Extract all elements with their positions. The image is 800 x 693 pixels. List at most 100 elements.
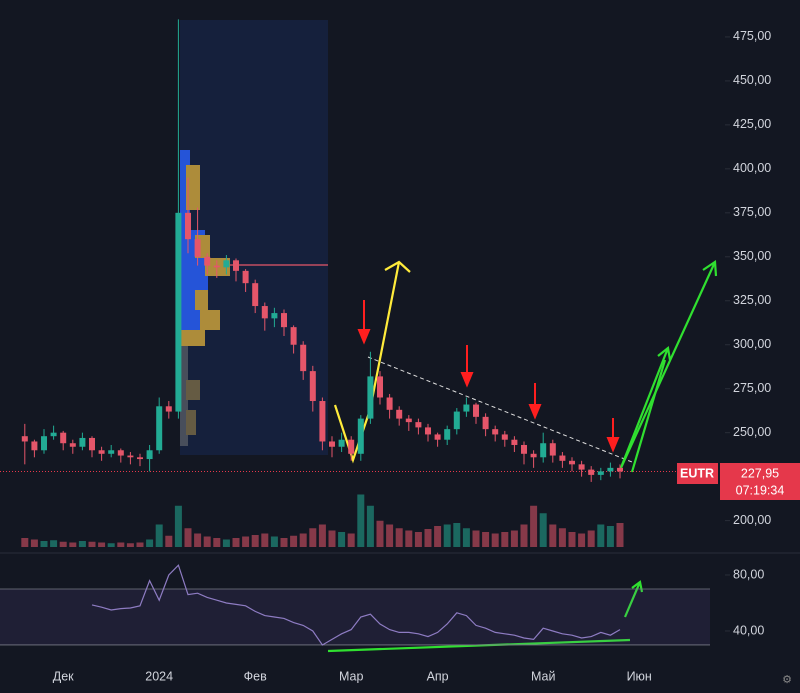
y-tick-label: 350,00 — [733, 249, 771, 263]
candle-body — [281, 313, 287, 328]
volume-bar — [59, 541, 67, 547]
volume-bar — [318, 524, 326, 547]
candle-body — [463, 404, 470, 412]
rsi-line — [91, 564, 621, 646]
volume-bar — [232, 538, 240, 547]
volume-bar — [78, 541, 86, 547]
x-tick-label: Май — [531, 669, 556, 683]
x-tick-label: 2024 — [145, 669, 173, 683]
candle-body — [300, 344, 307, 372]
candle-body — [597, 471, 604, 475]
volume-bar — [395, 528, 403, 547]
candle-body — [549, 443, 556, 456]
candle-body — [453, 411, 460, 430]
candle-body — [213, 265, 220, 268]
volume-bar — [491, 533, 499, 547]
candle-body — [434, 434, 441, 440]
volume-bar — [578, 533, 586, 547]
volume-bar — [347, 533, 355, 547]
volume-bar — [136, 542, 144, 547]
volume-bar — [309, 528, 317, 547]
candle-body — [185, 212, 191, 240]
volume-bar — [568, 532, 576, 547]
volume-bar — [453, 523, 461, 547]
candle-body — [377, 376, 383, 398]
volume-bar — [30, 539, 38, 547]
candle-body — [396, 409, 403, 419]
volume-profile — [180, 150, 230, 446]
candle-body — [444, 429, 451, 440]
volume-bar — [69, 542, 77, 547]
settings-icon[interactable]: ⚙ — [782, 674, 792, 686]
candle-body — [425, 427, 431, 435]
volume-bar — [203, 536, 211, 547]
candle-body — [578, 464, 585, 470]
candle-body — [137, 457, 143, 460]
volume-bar — [21, 538, 29, 547]
candle-body — [223, 260, 230, 268]
volume-bar — [107, 543, 115, 547]
candle-body — [482, 416, 489, 430]
volume-bar — [424, 529, 432, 547]
volume-bar — [280, 538, 288, 547]
candle-body — [588, 469, 595, 475]
volume-bar — [434, 526, 442, 547]
volume-bar — [126, 543, 134, 547]
volume-bar — [290, 535, 298, 547]
y-tick-label: 275,00 — [733, 381, 771, 395]
y-tick-label: 250,00 — [733, 425, 771, 439]
volume-bar — [222, 539, 230, 547]
y-tick-label: 325,00 — [733, 293, 771, 307]
volume-bar — [539, 513, 547, 547]
candle-body — [41, 436, 47, 451]
volume-bar — [597, 524, 605, 547]
volume-bar — [299, 533, 307, 547]
candle-body — [271, 313, 278, 319]
candle-body — [559, 455, 566, 461]
volume-bar — [414, 532, 422, 547]
candle-body — [50, 432, 57, 437]
candle-body — [501, 434, 508, 440]
candle-body — [98, 450, 105, 454]
volume-bar — [328, 530, 336, 547]
y-tick-label: 200,00 — [733, 513, 771, 527]
volume-bar — [587, 530, 595, 547]
volume-bar — [520, 524, 528, 547]
rsi-band — [0, 588, 710, 645]
candle-body — [367, 376, 374, 419]
yellow-path — [333, 260, 411, 464]
volume-bar — [376, 520, 384, 547]
candle-body — [233, 260, 239, 271]
candle-body — [165, 406, 172, 412]
volume-bar — [472, 530, 480, 547]
volume-bar — [146, 539, 154, 547]
y-tick-label: 300,00 — [733, 337, 771, 351]
volume-bar — [98, 542, 106, 547]
volume-bar — [213, 538, 221, 547]
candle-body — [127, 455, 134, 458]
candle-body — [108, 450, 115, 454]
candle-body — [569, 460, 575, 465]
candle-body — [79, 437, 86, 447]
candle-body — [415, 422, 422, 428]
volume-bar — [50, 540, 58, 547]
trend-line — [367, 356, 633, 463]
candle-body — [31, 441, 38, 451]
candle-body — [146, 450, 153, 460]
volume-bar — [117, 542, 125, 547]
volume-bar — [40, 541, 48, 547]
candle-body — [89, 437, 95, 451]
y-tick-label: 375,00 — [733, 205, 771, 219]
y-tick-label: 475,00 — [733, 29, 771, 43]
last-price: 227,95 — [741, 466, 779, 480]
volume-bar — [165, 535, 173, 547]
candle-body — [261, 306, 268, 319]
candle-body — [175, 212, 182, 412]
x-tick-label: Апр — [427, 669, 449, 683]
volume-bar — [251, 535, 259, 547]
candle-body — [156, 406, 163, 451]
x-tick-label: Июн — [627, 669, 652, 683]
symbol: EUTR — [680, 466, 714, 480]
candle-body — [319, 401, 326, 442]
